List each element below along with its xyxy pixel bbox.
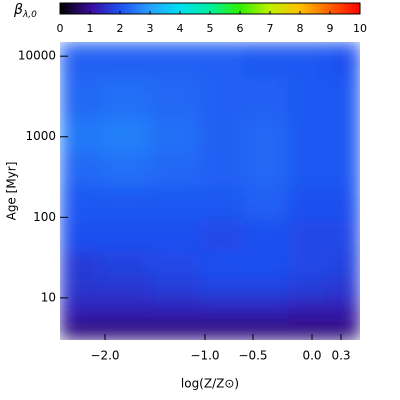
heatmap-cell [150, 300, 201, 321]
heatmap-cell [150, 320, 201, 340]
heatmap-cell [243, 185, 289, 220]
heatmap-cell [60, 77, 101, 119]
heatmap-cell [150, 77, 201, 119]
heatmap-cell [243, 42, 289, 78]
colorbar-tick-label: 8 [297, 22, 304, 35]
heatmap-cell [150, 152, 201, 187]
heatmap-cell [328, 185, 360, 220]
heatmap-cell [60, 278, 101, 302]
heatmap-cell [100, 185, 151, 220]
x-tick-label: −0.5 [238, 349, 267, 363]
colorbar-label: βλ,0 [13, 2, 37, 20]
colorbar-label-main: β [13, 2, 23, 18]
heatmap-cell [100, 117, 151, 154]
colorbar-tick-label: 6 [237, 22, 244, 35]
colorbar-label-sub: λ,0 [22, 10, 37, 20]
heatmap [60, 42, 360, 340]
heatmap-cell [100, 278, 151, 302]
heatmap-cell [243, 117, 289, 154]
heatmap-cell [60, 117, 101, 154]
heatmap-cell [288, 300, 330, 321]
heatmap-cell [150, 117, 201, 154]
heatmap-cell [60, 152, 101, 187]
heatmap-cell [100, 77, 151, 119]
heatmap-cell [150, 250, 201, 280]
heatmap-cell [243, 278, 289, 302]
heatmap-cell [200, 117, 244, 154]
colorbar-tick-label: 9 [327, 22, 334, 35]
heatmap-cell [100, 320, 151, 340]
heatmap-cell [328, 219, 360, 252]
heatmap-cell [288, 250, 330, 280]
colorbar-tick-label: 1 [87, 22, 94, 35]
heatmap-cell [200, 219, 244, 252]
heatmap-cell [200, 250, 244, 280]
heatmap-cell [288, 117, 330, 154]
y-tick-label: 10 [41, 290, 56, 304]
heatmap-cell [150, 185, 201, 220]
heatmap-cell [60, 320, 101, 340]
heatmap-cell [100, 219, 151, 252]
colorbar-tick-label: 3 [147, 22, 154, 35]
heatmap-cell [288, 185, 330, 220]
heatmap-cell [60, 300, 101, 321]
heatmap-cell [328, 278, 360, 302]
y-tick-label: 100 [33, 210, 56, 224]
heatmap-cell [288, 42, 330, 78]
heatmap-cell [243, 77, 289, 119]
heatmap-cell [60, 250, 101, 280]
x-tick-label: −1.0 [190, 349, 219, 363]
heatmap-cell [328, 77, 360, 119]
colorbar-tick-label: 5 [207, 22, 214, 35]
heatmap-cell [288, 152, 330, 187]
heatmap-cell [200, 42, 244, 78]
y-tick-label: 10000 [18, 49, 56, 63]
heatmap-cell [328, 42, 360, 78]
heatmap-cell [200, 185, 244, 220]
heatmap-cell [60, 185, 101, 220]
heatmap-cell [328, 117, 360, 154]
heatmap-cell [200, 152, 244, 187]
colorbar-tick-label: 7 [267, 22, 274, 35]
heatmap-cell [243, 152, 289, 187]
heatmap-cell [243, 300, 289, 321]
heatmap-cell [200, 320, 244, 340]
colorbar-tick-label: 0 [57, 22, 64, 35]
x-tick-label: 0.0 [302, 349, 321, 363]
heatmap-cell [100, 300, 151, 321]
y-axis-label: Age [Myr] [5, 162, 19, 221]
heatmap-cell [200, 77, 244, 119]
heatmap-cell [328, 250, 360, 280]
heatmap-cell [100, 42, 151, 78]
colorbar-tick-label: 2 [117, 22, 124, 35]
heatmap-cell [288, 219, 330, 252]
colorbar-tick-label: 10 [353, 22, 367, 35]
heatmap-cell [60, 219, 101, 252]
heatmap-cell [288, 77, 330, 119]
heatmap-cell [328, 152, 360, 187]
y-tick-label: 1000 [25, 129, 56, 143]
heatmap-cell [200, 300, 244, 321]
heatmap-cell [288, 278, 330, 302]
colorbar-tick-label: 4 [177, 22, 184, 35]
x-tick-label: −2.0 [90, 349, 119, 363]
heatmap-cell [100, 152, 151, 187]
x-axis-label: log(Z/Z⊙) [181, 377, 239, 391]
heatmap-cell [243, 219, 289, 252]
heatmap-cell [243, 320, 289, 340]
heatmap-cell [328, 300, 360, 321]
heatmap-cell [288, 320, 330, 340]
heatmap-cell [60, 42, 101, 78]
heatmap-cell [100, 250, 151, 280]
heatmap-cell [243, 250, 289, 280]
heatmap-cells [60, 42, 360, 340]
x-tick-label: 0.3 [331, 349, 350, 363]
heatmap-cell [150, 278, 201, 302]
heatmap-cell [150, 42, 201, 78]
heatmap-cell [200, 278, 244, 302]
heatmap-cell [328, 320, 360, 340]
heatmap-cell [150, 219, 201, 252]
